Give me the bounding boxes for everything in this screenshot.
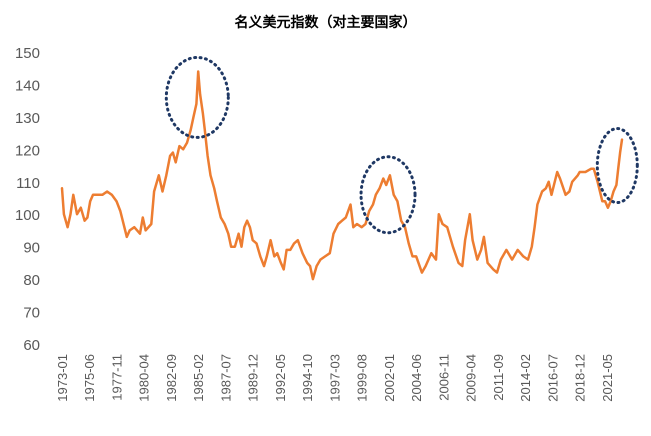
y-tick-label: 60 [23, 337, 40, 354]
x-tick-label: 2011-09 [491, 354, 506, 401]
y-axis: 60 70 80 90 100 110 120 130 140 150 [15, 45, 40, 354]
x-tick-label: 1994-10 [300, 354, 315, 402]
x-tick-label: 1989-12 [246, 354, 261, 402]
x-tick-label: 1992-05 [273, 354, 288, 402]
annotation-layer [164, 55, 639, 235]
y-tick-label: 150 [15, 45, 40, 62]
annotation-ellipse [359, 155, 417, 235]
x-tick-label: 2006-11 [436, 354, 451, 401]
y-tick-label: 130 [15, 110, 40, 127]
x-tick-label: 2009-04 [464, 354, 479, 402]
x-tick-label: 1985-02 [191, 354, 206, 402]
y-tick-label: 110 [16, 175, 40, 192]
x-tick-label: 2014-02 [518, 354, 533, 402]
chart-title: 名义美元指数（对主要国家） [234, 15, 417, 31]
annotation-ellipse [595, 127, 639, 205]
x-tick-label: 1980-04 [137, 354, 152, 402]
x-tick-label: 2016-07 [545, 354, 560, 402]
x-tick-label: 2018-12 [573, 354, 588, 402]
x-tick-label: 2004-06 [409, 354, 424, 402]
series-line [60, 70, 624, 281]
y-tick-label: 70 [23, 305, 40, 322]
x-tick-label: 1975-06 [82, 354, 97, 402]
y-tick-label: 100 [15, 207, 40, 224]
x-tick-label: 1987-07 [218, 354, 233, 402]
x-tick-label: 2002-01 [382, 354, 397, 402]
x-tick-label: 1982-09 [164, 354, 179, 402]
y-tick-label: 90 [23, 240, 40, 257]
x-axis: 1973-01 1975-06 1977-11 1980-04 1982-09 1985-… [55, 354, 615, 402]
y-tick-label: 80 [23, 272, 40, 289]
annotation-ellipse [164, 55, 230, 139]
x-tick-label: 2021-05 [600, 354, 615, 402]
x-tick-label: 1997-03 [327, 354, 342, 402]
x-tick-label: 1977-11 [109, 354, 124, 401]
series-layer [60, 70, 624, 281]
x-tick-label: 1973-01 [55, 354, 70, 402]
y-tick-label: 120 [15, 142, 40, 159]
y-tick-label: 140 [15, 77, 40, 94]
x-tick-label: 1999-08 [355, 354, 370, 402]
